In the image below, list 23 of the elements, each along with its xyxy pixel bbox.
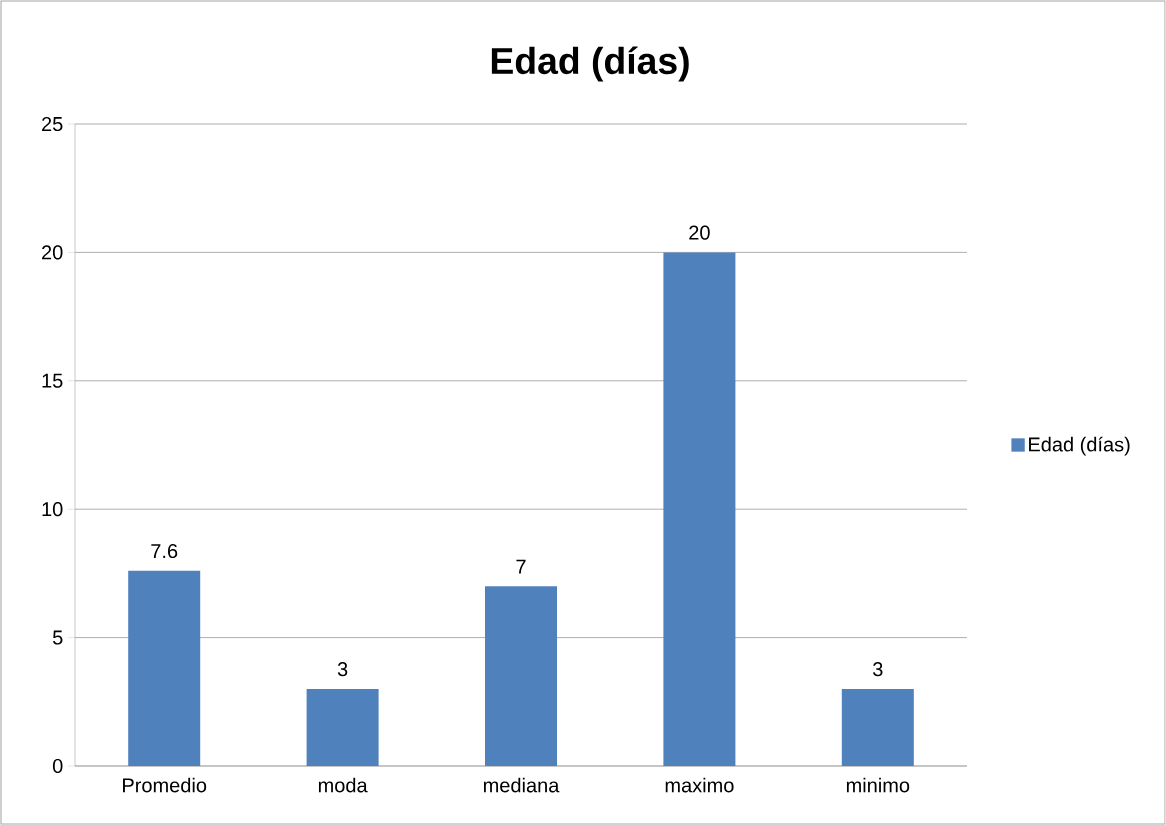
bar [841, 688, 914, 766]
data-label: 3 [873, 662, 883, 677]
data-label: 20 [689, 225, 710, 240]
y-tick-label: 15 [42, 373, 63, 388]
chart-title: Edad (días) [491, 46, 689, 82]
x-tick-label: minimo [846, 777, 910, 793]
x-tick-label: mediana [483, 777, 560, 793]
y-tick-label: 10 [42, 502, 63, 517]
x-tick-label: maximo [665, 777, 734, 793]
bar [306, 688, 379, 766]
x-tick-label: moda [318, 777, 368, 793]
bar [128, 570, 201, 766]
y-tick-label: 20 [42, 245, 63, 260]
y-tick-label: 0 [52, 758, 63, 774]
y-tick-label: 5 [52, 630, 63, 645]
bar [485, 586, 558, 766]
y-tick-label: 25 [42, 116, 63, 132]
x-tick-label: Promedio [123, 777, 207, 793]
data-label: 7.6 [151, 543, 178, 559]
data-label: 3 [337, 662, 348, 677]
data-label: 7 [516, 559, 526, 574]
legend-label: Edad (días) [1029, 436, 1130, 456]
bar [663, 252, 736, 766]
